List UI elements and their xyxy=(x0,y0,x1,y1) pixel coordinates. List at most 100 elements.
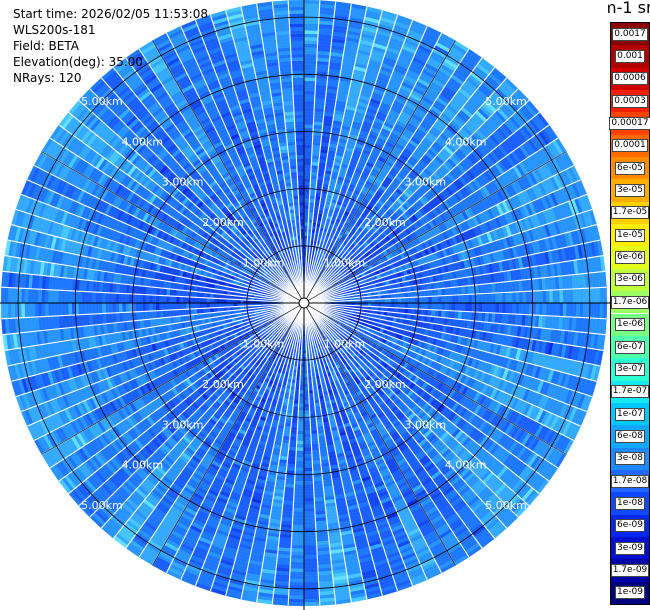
beta-cell xyxy=(303,147,313,152)
beta-cell xyxy=(303,33,319,38)
beta-cell xyxy=(441,302,446,311)
beta-cell xyxy=(303,161,312,166)
beta-cell xyxy=(303,20,319,25)
beta-cell xyxy=(303,77,316,82)
beta-cell xyxy=(303,127,314,132)
beta-cell xyxy=(545,289,550,304)
beta-cell xyxy=(303,63,317,68)
beta-cell xyxy=(434,295,439,304)
beta-cell xyxy=(559,302,564,317)
beta-cell xyxy=(303,46,318,52)
beta-cell xyxy=(408,297,412,304)
beta-cell xyxy=(303,151,313,156)
beta-cell xyxy=(582,288,587,304)
beta-cell xyxy=(589,287,594,304)
beta-cell xyxy=(455,294,460,304)
beta-cell xyxy=(582,302,587,318)
beta-cell xyxy=(512,302,517,315)
beta-cell xyxy=(303,144,313,149)
beta-cell xyxy=(539,290,544,304)
beta-cell xyxy=(475,293,480,304)
beta-cell xyxy=(566,302,571,318)
beta-cell xyxy=(309,191,316,197)
beta-cell xyxy=(303,168,312,173)
beta-cell xyxy=(303,114,315,119)
beta-cell xyxy=(303,9,320,15)
beta-cell xyxy=(562,302,567,317)
beta-cell xyxy=(303,70,317,75)
beta-cell xyxy=(569,288,574,304)
beta-cell xyxy=(485,293,490,304)
beta-cell xyxy=(475,302,480,313)
beta-cell xyxy=(303,90,316,95)
beta-cell xyxy=(525,302,530,315)
beta-cell xyxy=(488,302,493,314)
beta-cell xyxy=(428,302,433,310)
beta-cell xyxy=(303,30,319,35)
beta-cell xyxy=(461,302,466,312)
beta-cell xyxy=(431,302,436,311)
beta-cell xyxy=(303,205,310,210)
beta-cell xyxy=(461,294,466,304)
beta-cell xyxy=(397,302,402,309)
beta-cell xyxy=(576,288,581,304)
beta-cell xyxy=(455,302,460,312)
beta-cell xyxy=(579,302,584,318)
beta-cell xyxy=(482,302,486,313)
beta-cell xyxy=(303,185,311,189)
beta-cell xyxy=(592,287,598,304)
beta-cell xyxy=(592,302,598,319)
beta-cell xyxy=(303,84,316,88)
beta-cell xyxy=(603,286,608,304)
beta-cell xyxy=(303,181,311,186)
beta-cell xyxy=(498,292,503,304)
beta-cell xyxy=(562,289,567,304)
beta-cell xyxy=(303,100,315,105)
beta-cell xyxy=(424,296,429,304)
beta-cell xyxy=(532,302,537,316)
beta-cell xyxy=(418,296,422,304)
beta-cell xyxy=(394,302,399,309)
beta-cell xyxy=(303,121,314,125)
beta-cell xyxy=(505,292,510,304)
beta-cell xyxy=(391,298,396,304)
beta-cell xyxy=(502,302,507,314)
beta-cell xyxy=(401,302,406,309)
beta-cell xyxy=(303,13,320,18)
beta-cell xyxy=(508,291,513,304)
beta-cell xyxy=(572,302,577,318)
beta-cell xyxy=(428,296,433,304)
beta-cell xyxy=(303,208,310,213)
beta-cell xyxy=(303,0,321,4)
beta-cell xyxy=(519,291,523,304)
beta-cell xyxy=(303,40,318,45)
beta-cell xyxy=(303,6,320,11)
beta-cell xyxy=(303,94,316,99)
beta-cell xyxy=(421,296,426,304)
beta-cell xyxy=(407,291,412,298)
beta-cell xyxy=(303,124,314,129)
beta-cell xyxy=(434,302,439,311)
beta-cell xyxy=(522,291,527,304)
beta-cell xyxy=(589,302,594,319)
beta-cell xyxy=(303,134,313,139)
beta-cell xyxy=(404,297,409,304)
beta-cell xyxy=(495,292,500,304)
beta-cell xyxy=(438,295,443,304)
beta-cell xyxy=(579,288,584,304)
beta-cell xyxy=(303,174,311,179)
beta-cell xyxy=(303,191,310,196)
beta-cell xyxy=(492,302,497,314)
beta-cell xyxy=(542,290,547,304)
beta-cell xyxy=(596,302,601,319)
beta-cell xyxy=(303,195,310,199)
beta-cell xyxy=(522,302,527,315)
beta-cell xyxy=(394,297,399,304)
beta-cell xyxy=(407,308,412,315)
beta-cell xyxy=(309,195,316,200)
beta-cell xyxy=(603,302,608,320)
beta-cell xyxy=(303,104,315,109)
beta-cell xyxy=(569,302,574,318)
beta-cell xyxy=(505,302,510,314)
